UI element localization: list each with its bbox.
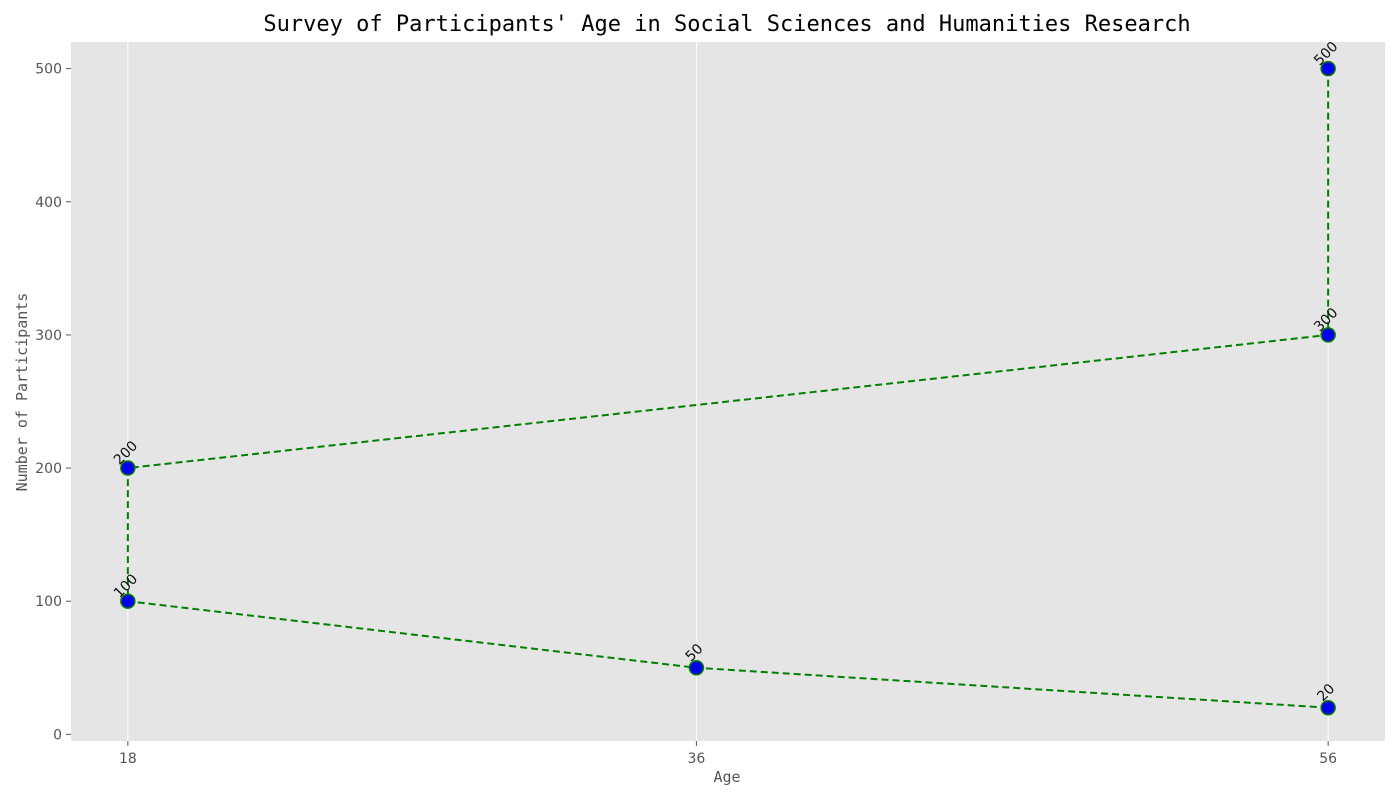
- plot-area: [71, 42, 1385, 741]
- x-tick-label: 18: [119, 751, 137, 767]
- x-axis-label: Age: [713, 768, 740, 786]
- y-axis-label: Number of Participants: [13, 293, 31, 492]
- series-layer: [120, 60, 1336, 716]
- x-tick-label: 36: [687, 751, 705, 767]
- data-point: [120, 460, 136, 476]
- y-tick-label: 300: [35, 328, 62, 344]
- data-point: [120, 593, 136, 609]
- data-point: [1320, 327, 1336, 343]
- x-tick-label: 56: [1319, 751, 1337, 767]
- series-line: [126, 68, 1330, 709]
- y-tick-label: 200: [35, 461, 62, 477]
- axes: 18 36 56 0 100 200 300 400 500: [35, 62, 1337, 767]
- chart-title: Survey of Participants' Age in Social Sc…: [263, 12, 1190, 37]
- data-point: [688, 660, 705, 676]
- y-tick-label: 500: [35, 62, 62, 78]
- data-point: [1320, 699, 1336, 716]
- y-tick-label: 0: [53, 727, 62, 743]
- y-tick-label: 400: [35, 195, 62, 211]
- data-point: [1320, 60, 1336, 77]
- y-tick-label: 100: [35, 594, 62, 610]
